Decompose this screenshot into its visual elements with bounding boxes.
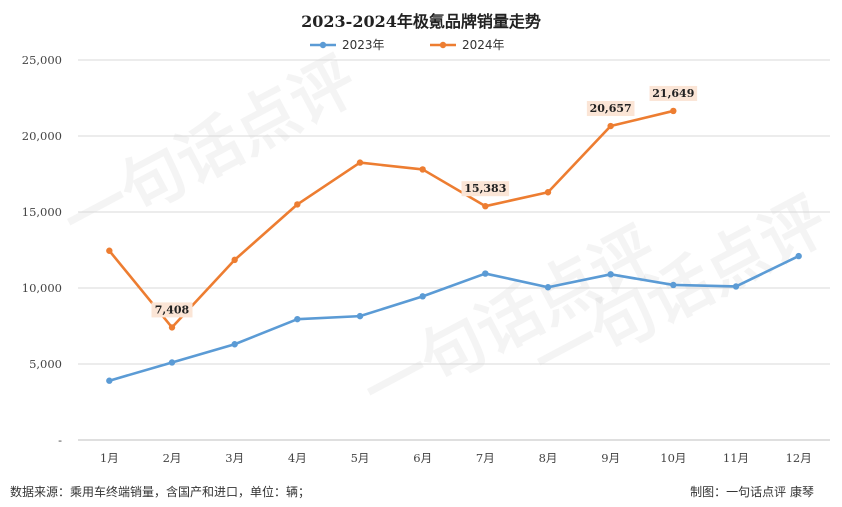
footer-credit: 制图：一句话点评 康琴 — [690, 485, 814, 499]
data-point — [544, 284, 552, 291]
data-label: 7,408 — [155, 303, 190, 316]
data-point — [106, 377, 113, 384]
data-point — [168, 359, 176, 366]
data-point — [732, 283, 740, 290]
x-tick-label: 6月 — [413, 451, 432, 465]
legend-label: 2023年 — [342, 38, 385, 52]
series-line-2 — [108, 109, 675, 329]
data-point — [356, 312, 364, 320]
data-point — [482, 270, 489, 277]
data-point — [294, 315, 301, 323]
footer-source: 数据来源：乘用车终端销量，含国产和进口，单位：辆； — [10, 485, 311, 499]
data-point — [419, 293, 426, 300]
watermark-text: 一句话点评 — [51, 44, 368, 260]
data-point — [670, 107, 677, 115]
chart-title: 2023-2024年极氪品牌销量走势 — [301, 12, 541, 31]
data-label-bg — [461, 181, 510, 197]
series-line-1 — [108, 254, 800, 383]
legend-swatch-marker — [439, 41, 447, 49]
y-tick-label: 10,000 — [22, 281, 62, 295]
data-point — [670, 281, 677, 289]
data-point — [544, 189, 552, 196]
data-point — [231, 256, 238, 264]
x-tick-label: 4月 — [288, 451, 307, 465]
y-tick-label: 20,000 — [22, 129, 62, 143]
x-tick-label: 3月 — [225, 451, 244, 465]
data-point — [795, 252, 802, 260]
x-tick-label: 2月 — [163, 451, 182, 465]
data-point — [482, 202, 489, 210]
legend: 2023年 2024年 — [310, 38, 505, 52]
legend-swatch-marker — [319, 41, 327, 49]
x-tick-label: 11月 — [723, 451, 749, 465]
data-label: 20,657 — [590, 102, 632, 115]
data-point — [168, 324, 176, 331]
data-point — [607, 271, 614, 278]
y-tick-label: 5,000 — [29, 357, 62, 371]
series-layer — [106, 107, 802, 384]
data-label: 15,383 — [464, 182, 506, 195]
x-axis-ticks: 1月 2月 3月 4月 5月 6月 7月 8月 9月 10月 11月 12月 — [100, 451, 812, 465]
x-tick-label: 10月 — [660, 451, 686, 465]
data-label-bg — [151, 302, 193, 318]
data-point — [106, 247, 113, 254]
x-tick-label: 12月 — [786, 451, 812, 465]
x-tick-label: 1月 — [100, 451, 119, 465]
x-tick-label: 5月 — [351, 451, 370, 465]
gridlines — [78, 59, 830, 441]
data-labels: 7,408 15,383 20,657 21,649 — [151, 85, 698, 318]
data-label-bg — [649, 85, 698, 101]
x-tick-label: 9月 — [601, 451, 620, 465]
y-tick-label: - — [58, 433, 62, 447]
data-label-bg — [586, 101, 635, 117]
data-point — [294, 201, 301, 208]
data-label: 21,649 — [652, 87, 694, 100]
x-tick-label: 8月 — [539, 451, 558, 465]
x-tick-label: 7月 — [476, 451, 495, 465]
data-point — [231, 341, 238, 348]
y-tick-label: 25,000 — [22, 53, 62, 67]
y-axis-ticks: - 5,000 10,000 15,000 20,000 25,000 — [22, 53, 62, 447]
y-tick-label: 15,000 — [22, 205, 62, 219]
data-point — [607, 122, 614, 130]
legend-label: 2024年 — [462, 38, 505, 52]
data-point — [419, 166, 426, 173]
data-point — [356, 159, 364, 166]
